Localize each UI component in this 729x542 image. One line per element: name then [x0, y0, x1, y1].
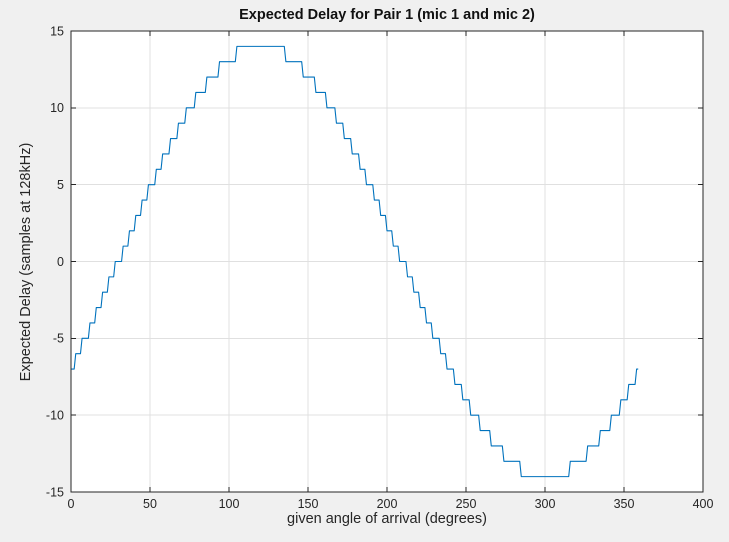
y-tick-label: 15 [50, 24, 64, 38]
y-axis-label: Expected Delay (samples at 128kHz) [18, 142, 34, 382]
x-tick-label: 300 [535, 497, 556, 511]
x-tick-label: 0 [68, 497, 75, 511]
series-line-expected-delay-pair-1 [71, 45, 639, 478]
x-tick-label: 200 [377, 497, 398, 511]
x-tick-label: 100 [219, 497, 240, 511]
x-tick-label: 350 [614, 497, 635, 511]
y-tick-label: 0 [57, 255, 64, 269]
y-tick-label: 5 [57, 178, 64, 192]
chart-title: Expected Delay for Pair 1 (mic 1 and mic… [239, 7, 535, 23]
y-tick-label: -10 [46, 408, 64, 422]
x-tick-label: 400 [693, 497, 714, 511]
y-tick-label: -5 [53, 332, 64, 346]
x-tick-label: 150 [298, 497, 319, 511]
y-tick-label: -15 [46, 485, 64, 499]
x-tick-label: 50 [143, 497, 157, 511]
x-tick-label: 250 [456, 497, 477, 511]
y-tick-label: 10 [50, 101, 64, 115]
x-axis-label: given angle of arrival (degrees) [287, 511, 487, 527]
